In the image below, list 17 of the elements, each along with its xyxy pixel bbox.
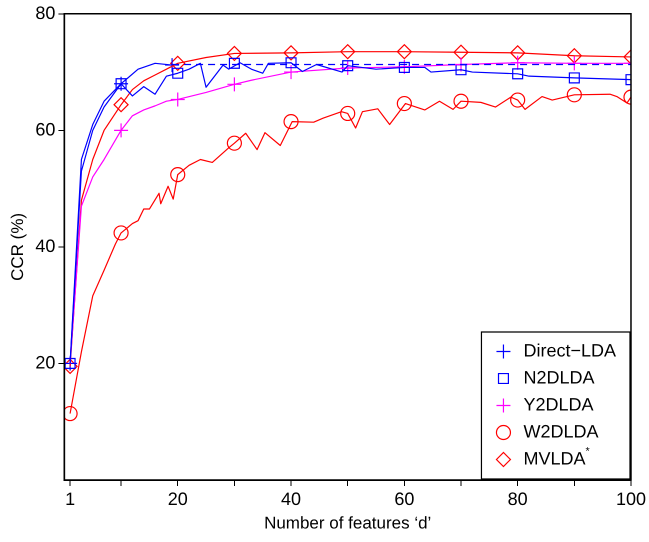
y-tick-label: 40 bbox=[35, 236, 56, 256]
x-tick-label: 100 bbox=[616, 488, 646, 509]
x-tick-label: 20 bbox=[168, 488, 188, 509]
y-tick-label: 60 bbox=[35, 119, 56, 140]
legend-label: MVLDA* bbox=[523, 445, 590, 468]
x-tick-label: 60 bbox=[394, 488, 414, 509]
y-tick-label: 20 bbox=[35, 352, 56, 372]
y-axis-title: CCR (%) bbox=[8, 212, 27, 281]
x-tick-label: 40 bbox=[281, 488, 302, 509]
x-tick-label: 1 bbox=[65, 488, 76, 509]
y-tick-label: 80 bbox=[35, 2, 56, 23]
legend-label: Direct−LDA bbox=[523, 340, 616, 360]
legend-label: W2DLDA bbox=[523, 421, 598, 442]
x-tick-label: 80 bbox=[508, 488, 528, 509]
legend-label: Y2DLDA bbox=[523, 394, 594, 414]
x-axis-title: Number of features ‘d’ bbox=[264, 513, 432, 532]
legend-label: N2DLDA bbox=[523, 367, 594, 388]
